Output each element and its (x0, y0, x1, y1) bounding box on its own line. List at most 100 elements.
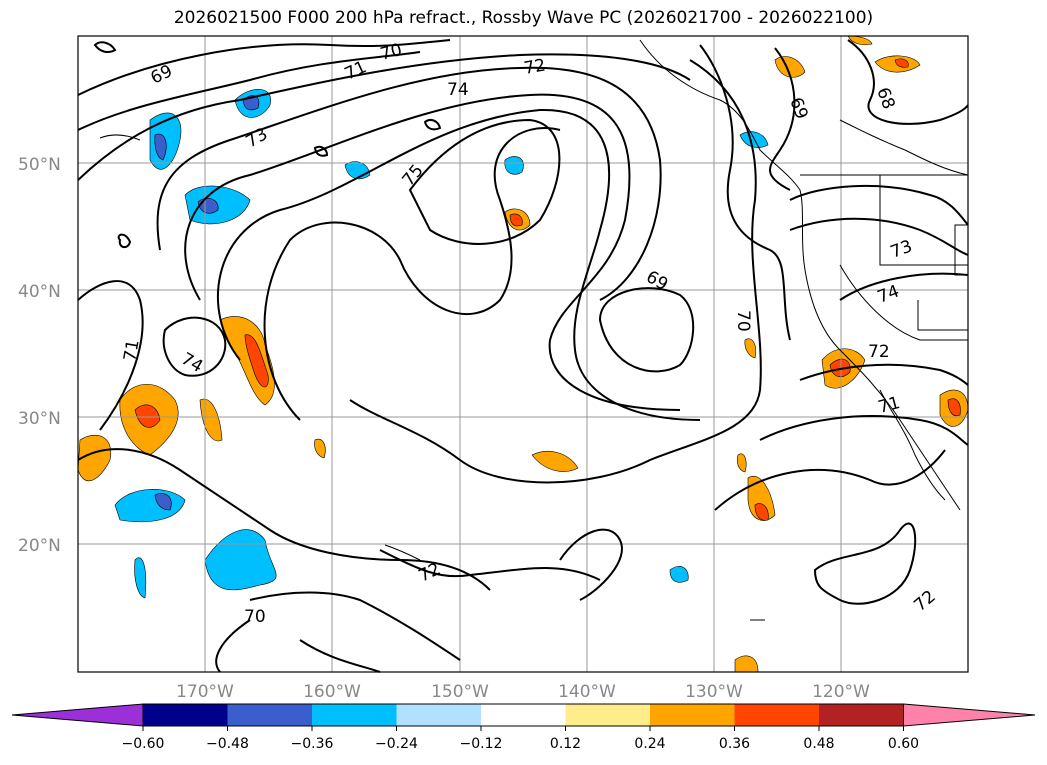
colorbar-segment (312, 704, 397, 726)
contour-line (379, 549, 601, 581)
colorbar-segment (227, 704, 312, 726)
contour-line (117, 233, 132, 248)
lon-label: 170°W (176, 682, 234, 700)
anomaly-patch (509, 213, 523, 227)
lon-label: 130°W (685, 682, 743, 700)
anomaly-patch (314, 438, 326, 459)
anomaly-patch (134, 557, 147, 599)
contour-line (217, 108, 701, 421)
latitude-labels: 50°N 40°N 30°N 20°N (18, 155, 61, 556)
contour-line (184, 93, 681, 411)
colorbar-segment (819, 704, 904, 726)
contour-line (789, 217, 969, 256)
contour-line (799, 363, 969, 386)
colorbar-tick-label: −0.36 (291, 736, 334, 752)
lon-label: 140°W (558, 682, 616, 700)
contour-line (349, 59, 762, 484)
contour-line (769, 47, 796, 191)
contour-line (249, 591, 461, 661)
anomaly-patch (739, 131, 769, 148)
colorbar-arrow-min (11, 703, 144, 727)
contour-line (839, 272, 969, 301)
colorbar-tick-label: −0.12 (460, 736, 503, 752)
anomaly-patch (894, 58, 909, 68)
colorbar-tick-label: 0.36 (719, 736, 750, 752)
contour-label: 72 (868, 342, 890, 362)
anomaly-patch (754, 503, 769, 521)
contour-line (423, 119, 442, 131)
colorbar-tick-label: 0.24 (634, 736, 665, 752)
contour-line (313, 145, 329, 157)
colorbar-segments (11, 703, 1036, 727)
coastline (917, 300, 968, 331)
map-panel: 69 70 71 72 74 73 75 69 68 69 73 74 70 7… (18, 35, 969, 700)
contour-line (77, 39, 451, 96)
coastline (639, 39, 961, 511)
coastlines (99, 39, 969, 621)
contour-line (714, 449, 946, 511)
coastline (839, 264, 968, 341)
anomaly-patch (531, 451, 579, 472)
contour-line (699, 44, 791, 341)
contour-line (77, 448, 491, 591)
contour-line (77, 280, 144, 431)
refractivity-contours (77, 39, 969, 673)
contour-label: 72 (522, 55, 547, 78)
colorbar-segment (481, 704, 566, 726)
contour-line (156, 66, 662, 301)
coastline (839, 119, 969, 176)
contour-label: 71 (120, 338, 143, 363)
contour-line (263, 127, 561, 421)
contour-line (813, 522, 917, 605)
coastline (99, 134, 141, 141)
lat-label: 30°N (18, 409, 61, 429)
lon-label: 150°W (431, 682, 489, 700)
colorbar-tick-label: 0.12 (550, 736, 581, 752)
anomaly-patch (736, 453, 747, 473)
coastline (879, 389, 946, 501)
colorbar-tick-label: 0.48 (803, 736, 834, 752)
contour-line (77, 51, 421, 131)
anomaly-patch (774, 56, 806, 78)
lon-label: 120°W (812, 682, 870, 700)
anomaly-patch (947, 398, 961, 417)
colorbar-tick-label: −0.60 (122, 736, 165, 752)
anomaly-patch (154, 133, 167, 161)
contour-line (215, 619, 251, 673)
anomaly-patch (244, 334, 269, 388)
anomaly-patch (154, 493, 172, 511)
colorbar-tick-label: 0.60 (888, 736, 919, 752)
anomaly-patch (744, 338, 757, 359)
anomaly-patch (204, 529, 277, 591)
contour-line (77, 53, 691, 181)
anomaly-patch (747, 475, 776, 521)
coastline (384, 544, 421, 561)
colorbar-tick-label: −0.24 (375, 736, 418, 752)
anomaly-patch (829, 358, 851, 378)
contour-label: 70 (244, 607, 266, 627)
contour-label: 74 (447, 80, 469, 100)
contour-line (559, 528, 623, 601)
contour-line (759, 415, 969, 446)
longitude-labels: 170°W 160°W 150°W 140°W 130°W 120°W (176, 682, 870, 700)
map-title: 2026021500 F000 200 hPa refract., Rossby… (173, 8, 874, 28)
anomaly-patch (134, 404, 161, 428)
lon-label: 160°W (303, 682, 361, 700)
colorbar-segment (734, 704, 819, 726)
colorbar-ticks: −0.60 −0.48 −0.36 −0.24 −0.12 0.12 0.24 0.36 0.4… (122, 726, 919, 752)
contour-line (598, 287, 695, 373)
lat-label: 50°N (18, 155, 61, 175)
contour-line (162, 316, 227, 377)
colorbar-arrow-max (903, 703, 1036, 727)
colorbar-segment (565, 704, 650, 726)
colorbar-segment (650, 704, 735, 726)
anomaly-patch (77, 434, 112, 482)
contour-line (93, 41, 117, 54)
contour-line (789, 184, 969, 226)
contour-line (847, 39, 969, 125)
colorbar-frame (142, 703, 904, 727)
lat-label: 40°N (18, 282, 61, 302)
colorbar-segment (396, 704, 481, 726)
map-frame (77, 35, 969, 673)
